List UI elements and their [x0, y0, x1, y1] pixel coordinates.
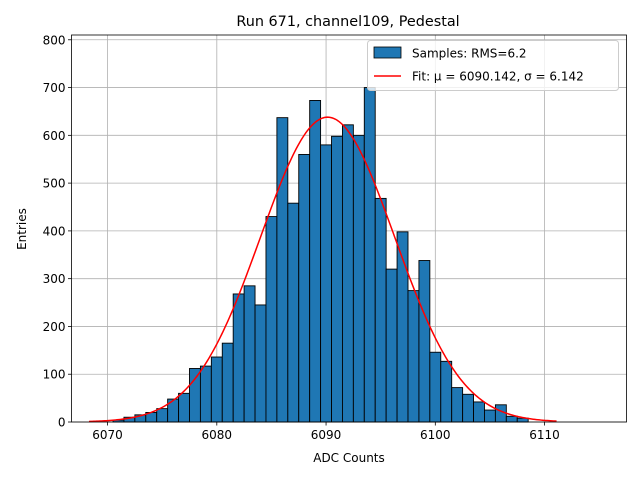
- y-tick-label: 500: [43, 177, 66, 191]
- histogram-bar: [418, 260, 431, 423]
- histogram-bar: [156, 408, 169, 423]
- plot-frame: [71, 34, 627, 423]
- histogram-bar: [462, 393, 474, 423]
- histogram-bar: [407, 290, 420, 423]
- histogram-bar: [320, 144, 332, 423]
- y-tick-label: 800: [43, 33, 66, 47]
- histogram-bar: [331, 135, 343, 423]
- y-tick-label: 700: [43, 81, 66, 95]
- histogram-bar: [363, 87, 376, 423]
- legend: Samples: RMS=6.2 Fit: μ = 6090.142, σ = …: [367, 40, 619, 91]
- histogram-bar: [199, 365, 212, 423]
- y-axis-ticks: 0 100 200 300 400 500 600 700 800: [43, 33, 72, 430]
- x-tick-label: 6090: [311, 428, 342, 442]
- histogram-bar: [440, 360, 453, 423]
- histogram-bar: [429, 351, 442, 423]
- y-tick-label: 200: [43, 320, 66, 334]
- x-tick-label: 6080: [202, 428, 233, 442]
- histogram-bar: [276, 117, 289, 423]
- histogram-bars: [112, 87, 529, 423]
- histogram-bar: [287, 202, 300, 423]
- gaussian-fit-curve: [88, 116, 557, 423]
- legend-histogram-swatch: [373, 46, 402, 59]
- histogram-bar: [265, 216, 278, 423]
- histogram-bar: [352, 134, 365, 423]
- x-tick-label: 6070: [92, 428, 123, 442]
- histogram-bar: [221, 342, 234, 423]
- x-tick-label: 6100: [420, 428, 451, 442]
- histogram-bar: [243, 285, 256, 423]
- legend-box: [367, 40, 619, 91]
- legend-fit-label: Fit: μ = 6090.142, σ = 6.142: [412, 70, 584, 84]
- histogram-bar: [210, 356, 223, 423]
- histogram-bar: [451, 387, 464, 423]
- histogram-bar: [254, 304, 267, 423]
- x-axis-label: ADC Counts: [313, 451, 385, 465]
- histogram-bar: [374, 197, 387, 423]
- y-tick-label: 400: [43, 224, 66, 238]
- histogram-bar: [341, 124, 354, 423]
- histogram-bar: [298, 153, 311, 423]
- x-tick-label: 6110: [529, 428, 560, 442]
- histogram-bar: [178, 392, 190, 423]
- y-tick-label: 300: [43, 272, 66, 286]
- chart-title: Run 671, channel109, Pedestal: [236, 14, 459, 30]
- x-axis-ticks: 6070 6080 6090 6100 6110: [92, 422, 560, 442]
- histogram-bar: [473, 401, 485, 423]
- histogram-bar: [484, 409, 496, 423]
- histogram-bar: [232, 293, 245, 423]
- y-tick-label: 600: [43, 129, 66, 143]
- histogram-bar: [505, 415, 518, 423]
- legend-histogram-label: Samples: RMS=6.2: [412, 47, 527, 61]
- y-tick-label: 0: [58, 416, 66, 430]
- histogram-bar: [189, 368, 201, 423]
- y-axis-label: Entries: [15, 208, 29, 250]
- histogram-bar: [385, 268, 398, 423]
- y-tick-label: 100: [43, 368, 66, 382]
- histogram-bar: [309, 100, 322, 423]
